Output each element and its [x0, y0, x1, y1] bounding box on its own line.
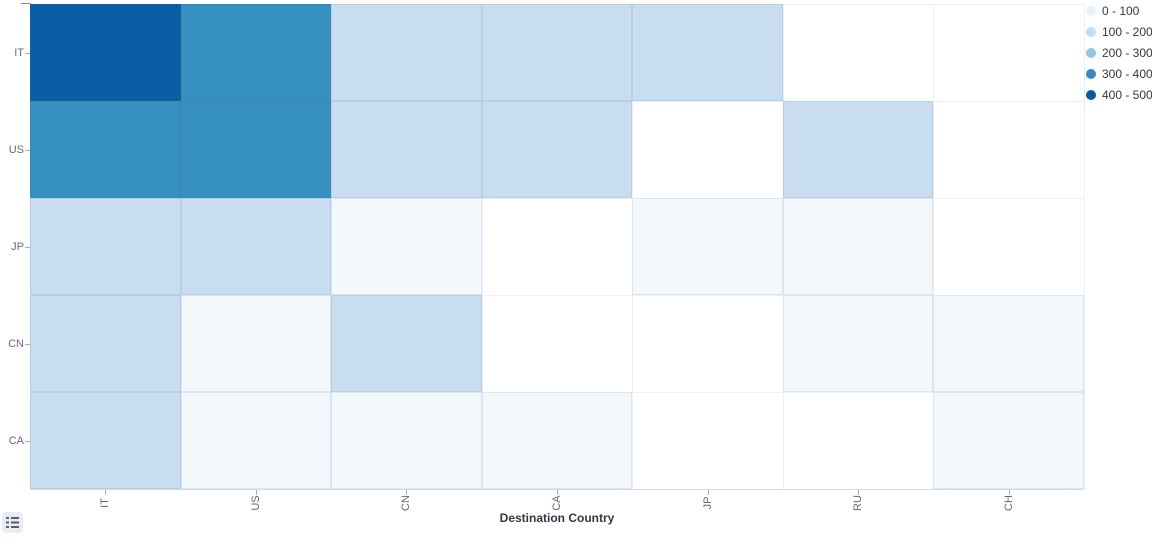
x-tick-label-CN: CN [400, 495, 413, 511]
legend-label: 200 - 300 [1102, 45, 1152, 60]
heatmap-cell-US-IT[interactable] [30, 101, 181, 198]
gridline-vertical [933, 4, 935, 489]
legend-swatch-icon [1086, 68, 1096, 79]
y-tick [25, 52, 30, 54]
heatmap-cell-CA-CH[interactable] [933, 392, 1084, 489]
y-tick [25, 149, 30, 151]
heatmap-cell-IT-JP[interactable] [632, 4, 783, 101]
heatmap-cell-CN-US[interactable] [180, 295, 332, 392]
x-tick-label-IT: IT [99, 498, 112, 508]
x-tick [255, 490, 257, 495]
legend-label: 300 - 400 [1102, 66, 1152, 81]
gridline-vertical [481, 4, 483, 489]
gridline-vertical [1084, 4, 1085, 489]
y-tick [25, 343, 30, 345]
legend-label: 100 - 200 [1102, 24, 1152, 39]
heatmap-cell-US-US[interactable] [180, 101, 332, 198]
heatmap-plot [30, 4, 1085, 490]
gridline-horizontal [30, 295, 1084, 296]
x-tick [858, 490, 860, 495]
x-tick [105, 490, 107, 495]
legend-item-0[interactable]: 0 - 100 [1086, 0, 1152, 21]
heatmap-cell-CA-CN[interactable] [331, 392, 482, 489]
legend-label: 0 - 100 [1102, 3, 1140, 18]
x-tick-label-RU: RU [852, 495, 865, 511]
legend-item-4[interactable]: 400 - 500 [1086, 84, 1152, 105]
y-tick-label-CA: CA [8, 434, 24, 447]
legend-item-1[interactable]: 100 - 200 [1086, 21, 1152, 42]
legend-swatch-icon [1086, 5, 1096, 16]
heatmap-cell-CA-IT[interactable] [30, 392, 181, 489]
x-tick-label-US: US [249, 495, 262, 511]
heatmap-cell-US-CN[interactable] [331, 101, 482, 198]
legend: 0 - 100 100 - 200 200 - 300 300 - 400 400 - … [1086, 0, 1152, 105]
x-tick-label-JP: JP [701, 496, 714, 510]
legend-label: 400 - 500 [1102, 87, 1152, 102]
legend-item-2[interactable]: 200 - 300 [1086, 42, 1152, 63]
gridline-horizontal [30, 198, 1084, 199]
heatmap-cell-IT-CN[interactable] [331, 4, 482, 101]
heatmap-cell-US-CA[interactable] [481, 101, 633, 198]
legend-swatch-icon [1086, 47, 1096, 58]
heatmap-cell-JP-IT[interactable] [30, 198, 181, 295]
heatmap-cell-IT-CA[interactable] [481, 4, 633, 101]
heatmap-cell-CA-CA[interactable] [481, 392, 633, 489]
heatmap-cell-IT-US[interactable] [180, 4, 332, 101]
x-tick [1008, 490, 1010, 495]
x-axis-line [30, 489, 1084, 490]
y-tick-label-IT: IT [14, 46, 24, 59]
heatmap-cell-CA-US[interactable] [180, 392, 332, 489]
heatmap-cell-JP-JP[interactable] [632, 198, 783, 295]
x-tick-label-CA: CA [551, 495, 563, 511]
heatmap-cell-CN-IT[interactable] [30, 295, 181, 392]
heatmap-cell-JP-RU[interactable] [782, 198, 934, 295]
x-tick-label-CH: CH [1002, 495, 1015, 511]
x-tick [406, 490, 408, 495]
heatmap-cell-US-RU[interactable] [782, 101, 934, 198]
x-tick [557, 490, 558, 495]
heatmap-cell-IT-IT[interactable] [30, 4, 181, 101]
x-axis-title: Destination Country [499, 511, 615, 525]
list-icon [6, 517, 19, 528]
legend-swatch-icon [1086, 89, 1096, 100]
heatmap-cell-CN-CN[interactable] [331, 295, 482, 392]
y-tick-label-JP: JP [11, 240, 24, 253]
y-tick-label-US: US [8, 143, 24, 156]
heatmap-cell-CN-CH[interactable] [933, 295, 1084, 392]
legend-swatch-icon [1086, 26, 1096, 37]
y-tick [25, 440, 30, 442]
heatmap-cell-JP-CN[interactable] [331, 198, 482, 295]
legend-toggle-button[interactable] [2, 512, 23, 533]
heatmap-cell-JP-US[interactable] [180, 198, 332, 295]
legend-item-3[interactable]: 300 - 400 [1086, 63, 1152, 84]
y-axis-top-tick [21, 3, 31, 4]
heatmap-cell-CN-RU[interactable] [782, 295, 934, 392]
y-tick-label-CN: CN [8, 337, 24, 350]
y-tick [25, 246, 30, 248]
x-tick [707, 490, 709, 495]
